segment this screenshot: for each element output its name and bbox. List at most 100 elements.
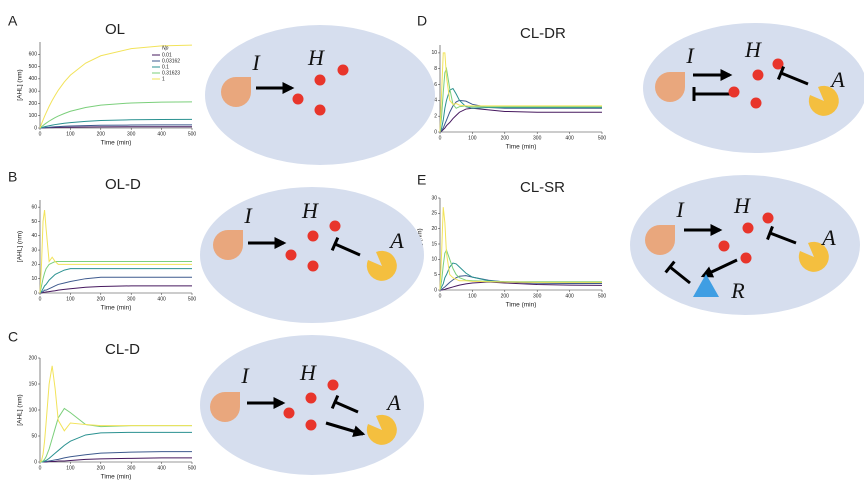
chart-title: OL-D (105, 176, 141, 193)
y-tick-label: 30 (31, 247, 37, 253)
x-tick-label: 0 (39, 296, 42, 302)
series-line (439, 107, 602, 133)
ahl-molecule (762, 212, 774, 224)
activation-arrow (700, 258, 738, 278)
ahl-molecule (752, 69, 764, 81)
diagram-label: I (675, 197, 685, 222)
ahl-molecule (740, 252, 752, 264)
repressor-cell (693, 274, 719, 297)
panel-letter: E (417, 172, 426, 188)
x-tick-label: 500 (188, 296, 197, 302)
ahl-molecule (718, 240, 730, 252)
y-tick-label: 2 (434, 114, 437, 120)
panel-letter: C (8, 329, 18, 345)
x-axis-label: Time (min) (101, 474, 132, 481)
legend-label: 0.1 (162, 64, 169, 70)
y-tick-label: 200 (29, 355, 38, 361)
legend-label: 0.31623 (162, 70, 180, 76)
inducer-cell (655, 72, 685, 102)
series-line (39, 365, 192, 463)
inhibition-bar (776, 65, 786, 81)
x-axis-label: Time (min) (506, 144, 537, 151)
x-tick-label: 300 (127, 131, 136, 137)
inhibition-bar (664, 260, 676, 274)
x-tick-label: 300 (127, 465, 136, 471)
cell-boundary (205, 25, 435, 165)
inducer-cell (221, 77, 251, 107)
diagram-label: H (744, 37, 762, 62)
x-tick-label: 300 (533, 293, 542, 299)
diagram-label: R (730, 278, 745, 303)
inhibition-line (769, 231, 797, 245)
cell-boundary (643, 23, 864, 153)
inducer-cell (645, 225, 675, 255)
ahl-molecule (337, 64, 349, 76)
inhibition-bar (766, 225, 774, 241)
diagram-label: A (820, 225, 836, 250)
diagram-label: I (243, 203, 253, 228)
panel-letter: A (8, 13, 18, 29)
x-tick-label: 400 (565, 293, 574, 299)
cell-boundary (200, 187, 424, 323)
y-tick-label: 0 (34, 125, 37, 131)
diagram-label: H (301, 198, 319, 223)
series-line (39, 261, 192, 294)
x-tick-label: 400 (157, 296, 166, 302)
ahl-molecule (742, 222, 754, 234)
ahl-molecule (750, 97, 762, 109)
inhibition-line (334, 242, 361, 257)
x-tick-label: 500 (598, 293, 607, 299)
x-tick-label: 100 (66, 131, 75, 137)
diagram-label: A (388, 228, 404, 253)
inhibition-bar (330, 236, 340, 252)
panel-letter: B (8, 169, 17, 185)
diagram-label: I (240, 363, 250, 388)
legend-label: 0.03162 (162, 58, 180, 64)
x-axis-label: Time (min) (101, 305, 132, 312)
x-tick-label: 500 (188, 465, 197, 471)
y-tick-label: 50 (31, 219, 37, 225)
series-line (439, 262, 602, 291)
series-line (439, 52, 602, 133)
diagram-label: A (829, 67, 845, 92)
y-tick-label: 150 (29, 381, 38, 387)
y-tick-label: 50 (31, 433, 37, 439)
y-tick-label: 8 (434, 66, 437, 72)
x-tick-label: 200 (501, 135, 510, 141)
inhibition-line (334, 400, 359, 414)
y-tick-label: 40 (31, 233, 37, 239)
ahl-molecule (292, 93, 304, 105)
x-tick-label: 300 (127, 296, 136, 302)
ahl-molecule (305, 392, 317, 404)
chart-title: CL-DR (520, 25, 566, 42)
chart-title: CL-SR (520, 179, 565, 196)
series-line (440, 281, 603, 291)
x-tick-label: 100 (468, 293, 477, 299)
activation-arrow (325, 421, 366, 438)
diagram-label: I (685, 43, 695, 68)
x-tick-label: 400 (157, 131, 166, 137)
x-tick-label: 500 (598, 135, 607, 141)
y-tick-label: 5 (434, 272, 437, 278)
panel-letter: D (417, 13, 427, 29)
y-tick-label: 25 (431, 211, 437, 217)
diagram-label: H (307, 45, 325, 70)
x-axis-label: Time (min) (101, 140, 132, 147)
series-line (39, 209, 192, 294)
ahl-molecule (283, 407, 295, 419)
series-line (39, 276, 192, 294)
x-tick-label: 200 (97, 131, 106, 137)
legend-label: 1 (162, 76, 165, 82)
series-line (40, 407, 192, 463)
x-tick-label: 200 (501, 293, 510, 299)
x-tick-label: 0 (439, 135, 442, 141)
cell-boundary (200, 335, 424, 475)
ahl-molecule (305, 419, 317, 431)
ahl-molecule (307, 230, 319, 242)
ahl-molecule (772, 58, 784, 70)
ahl-molecule (314, 104, 326, 116)
y-tick-label: 20 (431, 226, 437, 232)
chart-title: CL-D (105, 341, 140, 358)
chart-title: OL (105, 21, 125, 38)
